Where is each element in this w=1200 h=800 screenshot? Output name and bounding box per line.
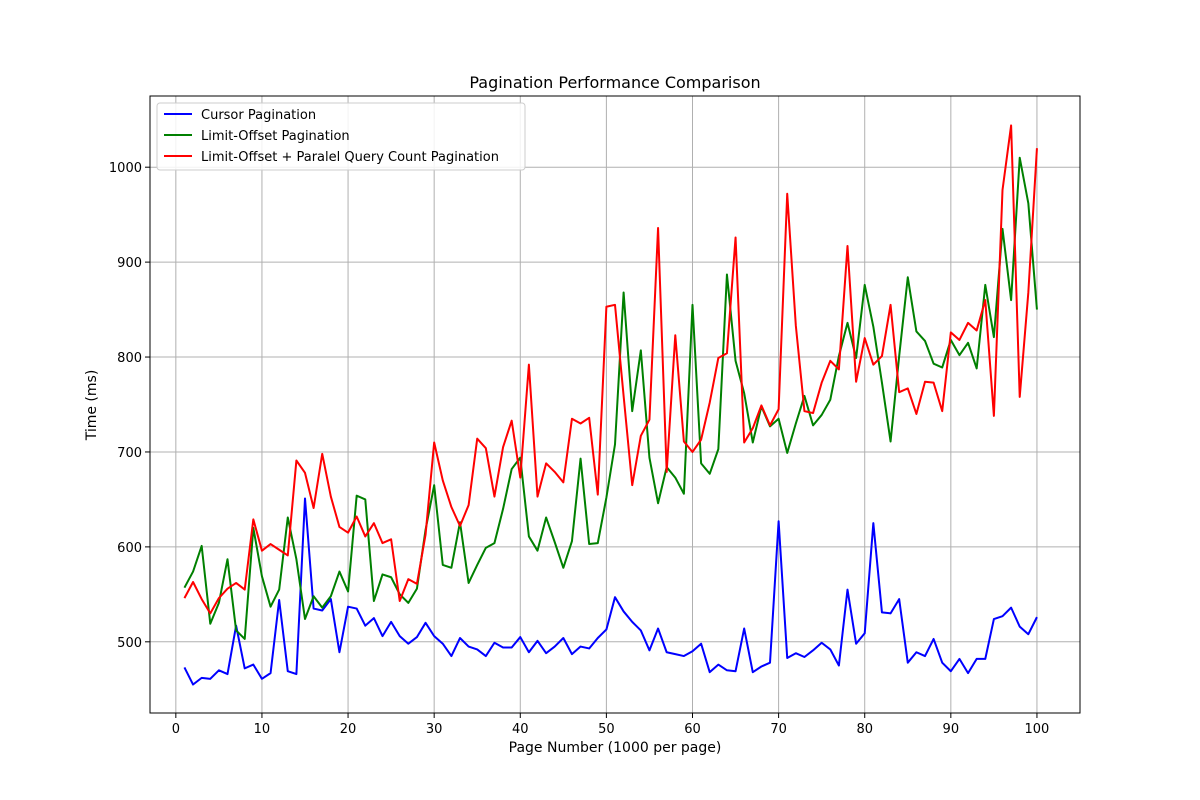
x-tick-label: 20 <box>340 722 357 737</box>
axis-ticks: 0 10 20 30 40 50 60 70 80 90 100 500 600 700 800 900 100… <box>109 161 1049 737</box>
x-tick-label: 10 <box>254 722 271 737</box>
x-axis-label: Page Number (1000 per page) <box>509 740 722 756</box>
chart-title: Pagination Performance Comparison <box>469 73 760 92</box>
y-tick-label: 700 <box>117 446 142 461</box>
y-tick-label: 900 <box>117 256 142 271</box>
grid-lines <box>150 96 1080 713</box>
x-tick-label: 40 <box>512 722 529 737</box>
x-tick-label: 70 <box>770 722 787 737</box>
y-tick-label: 800 <box>117 351 142 366</box>
plot-frame <box>149 95 1081 714</box>
y-tick-label: 1000 <box>109 161 142 176</box>
x-tick-label: 80 <box>856 722 873 737</box>
x-tick-label: 0 <box>172 722 180 737</box>
series-line-1 <box>183 497 1038 686</box>
legend-label-1: Cursor Pagination <box>201 108 316 123</box>
y-axis-label: Time (ms) <box>84 370 100 442</box>
y-tick-label: 600 <box>117 541 142 556</box>
legend: Cursor Pagination Limit-Offset Pagination… <box>156 102 526 171</box>
series-line-3 <box>183 124 1038 615</box>
x-tick-label: 30 <box>426 722 443 737</box>
y-tick-label: 500 <box>117 636 142 651</box>
legend-label-2: Limit-Offset Pagination <box>201 129 350 144</box>
legend-label-3: Limit-Offset + Paralel Query Count Pagin… <box>201 150 499 165</box>
series-lines <box>183 124 1038 686</box>
series-line-2 <box>183 156 1038 640</box>
x-tick-label: 90 <box>943 722 960 737</box>
x-tick-label: 50 <box>598 722 615 737</box>
x-tick-label: 100 <box>1025 722 1050 737</box>
x-tick-label: 60 <box>684 722 701 737</box>
legend-box <box>156 102 526 171</box>
